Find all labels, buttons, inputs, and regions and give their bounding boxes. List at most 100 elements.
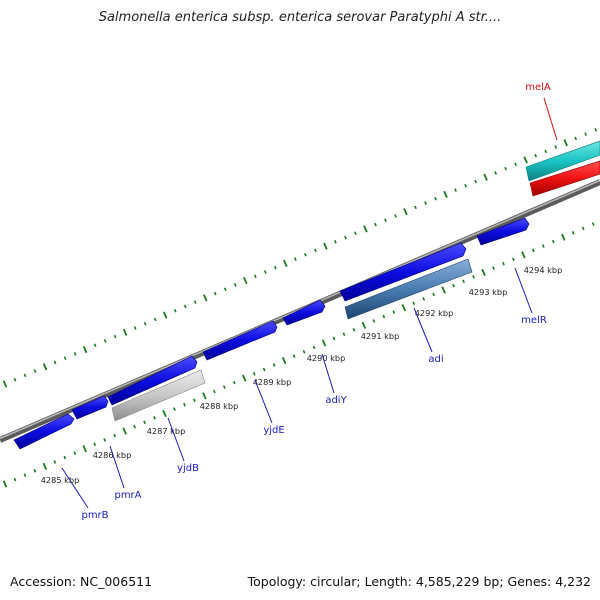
minor-tick: [252, 372, 256, 376]
gene-label-connector: [321, 353, 335, 394]
minor-tick: [551, 239, 555, 244]
minor-tick: [292, 354, 296, 358]
gene-label-mela[interactable]: melA: [525, 82, 551, 93]
minor-tick: [454, 188, 457, 192]
minor-tick: [153, 416, 156, 420]
minor-tick: [223, 287, 227, 292]
minor-tick: [532, 248, 535, 253]
minor-tick: [304, 252, 307, 257]
minor-tick: [53, 360, 57, 365]
minor-tick: [512, 257, 515, 262]
major-tick: [82, 345, 88, 354]
gene-feature[interactable]: [107, 355, 198, 406]
minor-tick: [332, 336, 336, 341]
gene-label-connector: [413, 307, 433, 353]
minor-tick: [312, 345, 316, 350]
major-tick: [443, 190, 448, 199]
gene-feature[interactable]: [202, 320, 278, 361]
gene-feature[interactable]: [525, 140, 600, 182]
gene-label-pmrb[interactable]: pmrB: [81, 510, 108, 521]
gene-label-adiy[interactable]: adiY: [325, 395, 347, 406]
gene-label-melr[interactable]: melR: [521, 315, 547, 326]
gene-feature[interactable]: [339, 242, 467, 302]
minor-tick: [504, 166, 507, 171]
gene-feature[interactable]: [282, 299, 326, 326]
minor-tick: [212, 389, 216, 394]
minor-tick: [272, 363, 276, 367]
minor-tick: [302, 350, 306, 354]
minor-tick: [103, 339, 107, 343]
tick-label: 4292 kbp: [415, 308, 454, 318]
minor-tick: [462, 279, 465, 284]
minor-tick: [13, 377, 17, 382]
tick-label: 4293 kbp: [469, 287, 508, 297]
minor-tick: [63, 455, 67, 460]
gene-feature[interactable]: [71, 395, 109, 420]
minor-tick: [33, 369, 37, 373]
gene-label-yjdb[interactable]: yjdB: [177, 463, 199, 474]
minor-tick: [193, 398, 196, 403]
major-tick: [162, 311, 168, 319]
minor-tick: [143, 321, 147, 326]
tick-label: 4287 kbp: [147, 426, 186, 436]
feature-track[interactable]: [13, 140, 600, 450]
major-tick: [202, 392, 207, 400]
tick-label: 4288 kbp: [200, 401, 239, 411]
gene-feature[interactable]: [13, 413, 75, 450]
major-tick: [363, 225, 368, 233]
major-tick: [2, 480, 8, 488]
minor-tick: [352, 327, 356, 332]
major-tick: [42, 462, 48, 470]
major-tick: [42, 363, 48, 371]
gene-feature[interactable]: [476, 217, 530, 246]
minor-tick: [213, 291, 217, 296]
major-tick: [82, 445, 87, 453]
minor-tick: [273, 265, 277, 270]
minor-tick: [153, 317, 157, 322]
minor-tick: [103, 438, 107, 442]
minor-tick: [502, 261, 505, 266]
minor-tick: [514, 162, 518, 167]
tick-label: 4290 kbp: [307, 353, 346, 363]
minor-tick: [342, 332, 346, 336]
tick-label: 4289 kbp: [253, 377, 292, 387]
major-tick: [401, 304, 407, 312]
gene-label-yjde[interactable]: yjdE: [263, 425, 284, 436]
major-tick: [563, 139, 568, 147]
minor-tick: [594, 128, 598, 132]
minor-tick: [222, 385, 226, 389]
minor-tick: [113, 433, 117, 438]
outer-tick-ring: [2, 128, 598, 388]
gene-feature[interactable]: [344, 258, 473, 320]
minor-tick: [73, 451, 77, 455]
gene-labels[interactable]: pmrB pmrA yjdB yjdE adiY adi melR melA: [81, 82, 550, 521]
major-tick: [483, 173, 488, 181]
gene-label-pmra[interactable]: pmrA: [114, 490, 141, 501]
minor-tick: [372, 319, 376, 323]
minor-tick: [544, 149, 548, 154]
accession-label: Accession: NC_006511: [10, 574, 153, 589]
minor-tick: [472, 275, 475, 279]
minor-tick: [452, 283, 456, 288]
gene-label-connector: [167, 417, 185, 462]
tick-label: 4286 kbp: [93, 450, 132, 460]
minor-tick: [63, 356, 67, 360]
major-tick: [2, 380, 8, 388]
major-tick: [122, 427, 127, 435]
minor-tick: [183, 304, 187, 309]
minor-tick: [133, 326, 137, 330]
gene-label-connector: [543, 97, 558, 141]
major-tick: [403, 208, 408, 216]
gene-feature[interactable]: [111, 369, 206, 422]
minor-tick: [541, 244, 545, 248]
minor-tick: [474, 179, 477, 184]
minor-tick: [93, 343, 97, 348]
minor-tick: [143, 420, 146, 425]
minor-tick: [193, 300, 197, 304]
gene-label-adi[interactable]: adi: [428, 354, 443, 365]
rna-feature[interactable]: [529, 160, 600, 197]
minor-tick: [173, 407, 176, 411]
map-title: Salmonella enterica subsp. enterica sero…: [98, 10, 502, 25]
major-tick: [523, 156, 528, 164]
